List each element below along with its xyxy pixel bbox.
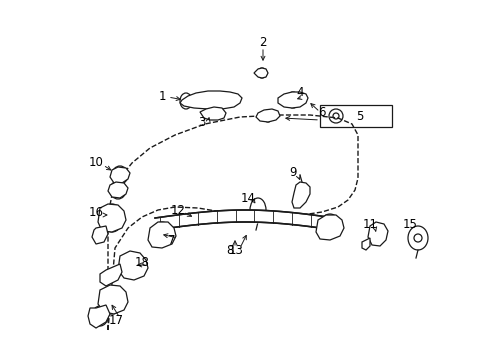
Polygon shape: [315, 215, 343, 240]
Text: 5: 5: [355, 109, 363, 122]
Text: 2: 2: [259, 36, 266, 49]
Text: 8: 8: [226, 243, 233, 256]
Text: 13: 13: [228, 243, 243, 256]
Bar: [319, 105, 391, 127]
Polygon shape: [256, 109, 280, 122]
Polygon shape: [278, 92, 307, 108]
Polygon shape: [291, 182, 309, 208]
Text: 16: 16: [88, 206, 103, 219]
Text: 10: 10: [88, 157, 103, 170]
Polygon shape: [98, 285, 128, 314]
Polygon shape: [108, 182, 128, 198]
Polygon shape: [200, 107, 225, 120]
Polygon shape: [253, 68, 267, 78]
Text: 15: 15: [402, 219, 417, 231]
Text: 6: 6: [318, 107, 325, 120]
Polygon shape: [98, 204, 126, 232]
Polygon shape: [100, 264, 122, 286]
Polygon shape: [361, 238, 369, 250]
Polygon shape: [180, 91, 242, 109]
Polygon shape: [148, 222, 176, 248]
Polygon shape: [118, 251, 148, 280]
Text: 14: 14: [240, 192, 255, 204]
Text: 17: 17: [108, 314, 123, 327]
Polygon shape: [367, 222, 387, 246]
Text: 4: 4: [296, 86, 303, 99]
Text: 11: 11: [362, 219, 377, 231]
Polygon shape: [88, 305, 110, 328]
Polygon shape: [92, 226, 108, 244]
Text: 1: 1: [158, 90, 165, 104]
Polygon shape: [110, 167, 130, 183]
Text: 9: 9: [289, 166, 296, 179]
Text: 7: 7: [168, 234, 175, 247]
Text: 3: 3: [198, 116, 205, 129]
Text: 12: 12: [170, 203, 185, 216]
Text: 18: 18: [134, 256, 149, 270]
